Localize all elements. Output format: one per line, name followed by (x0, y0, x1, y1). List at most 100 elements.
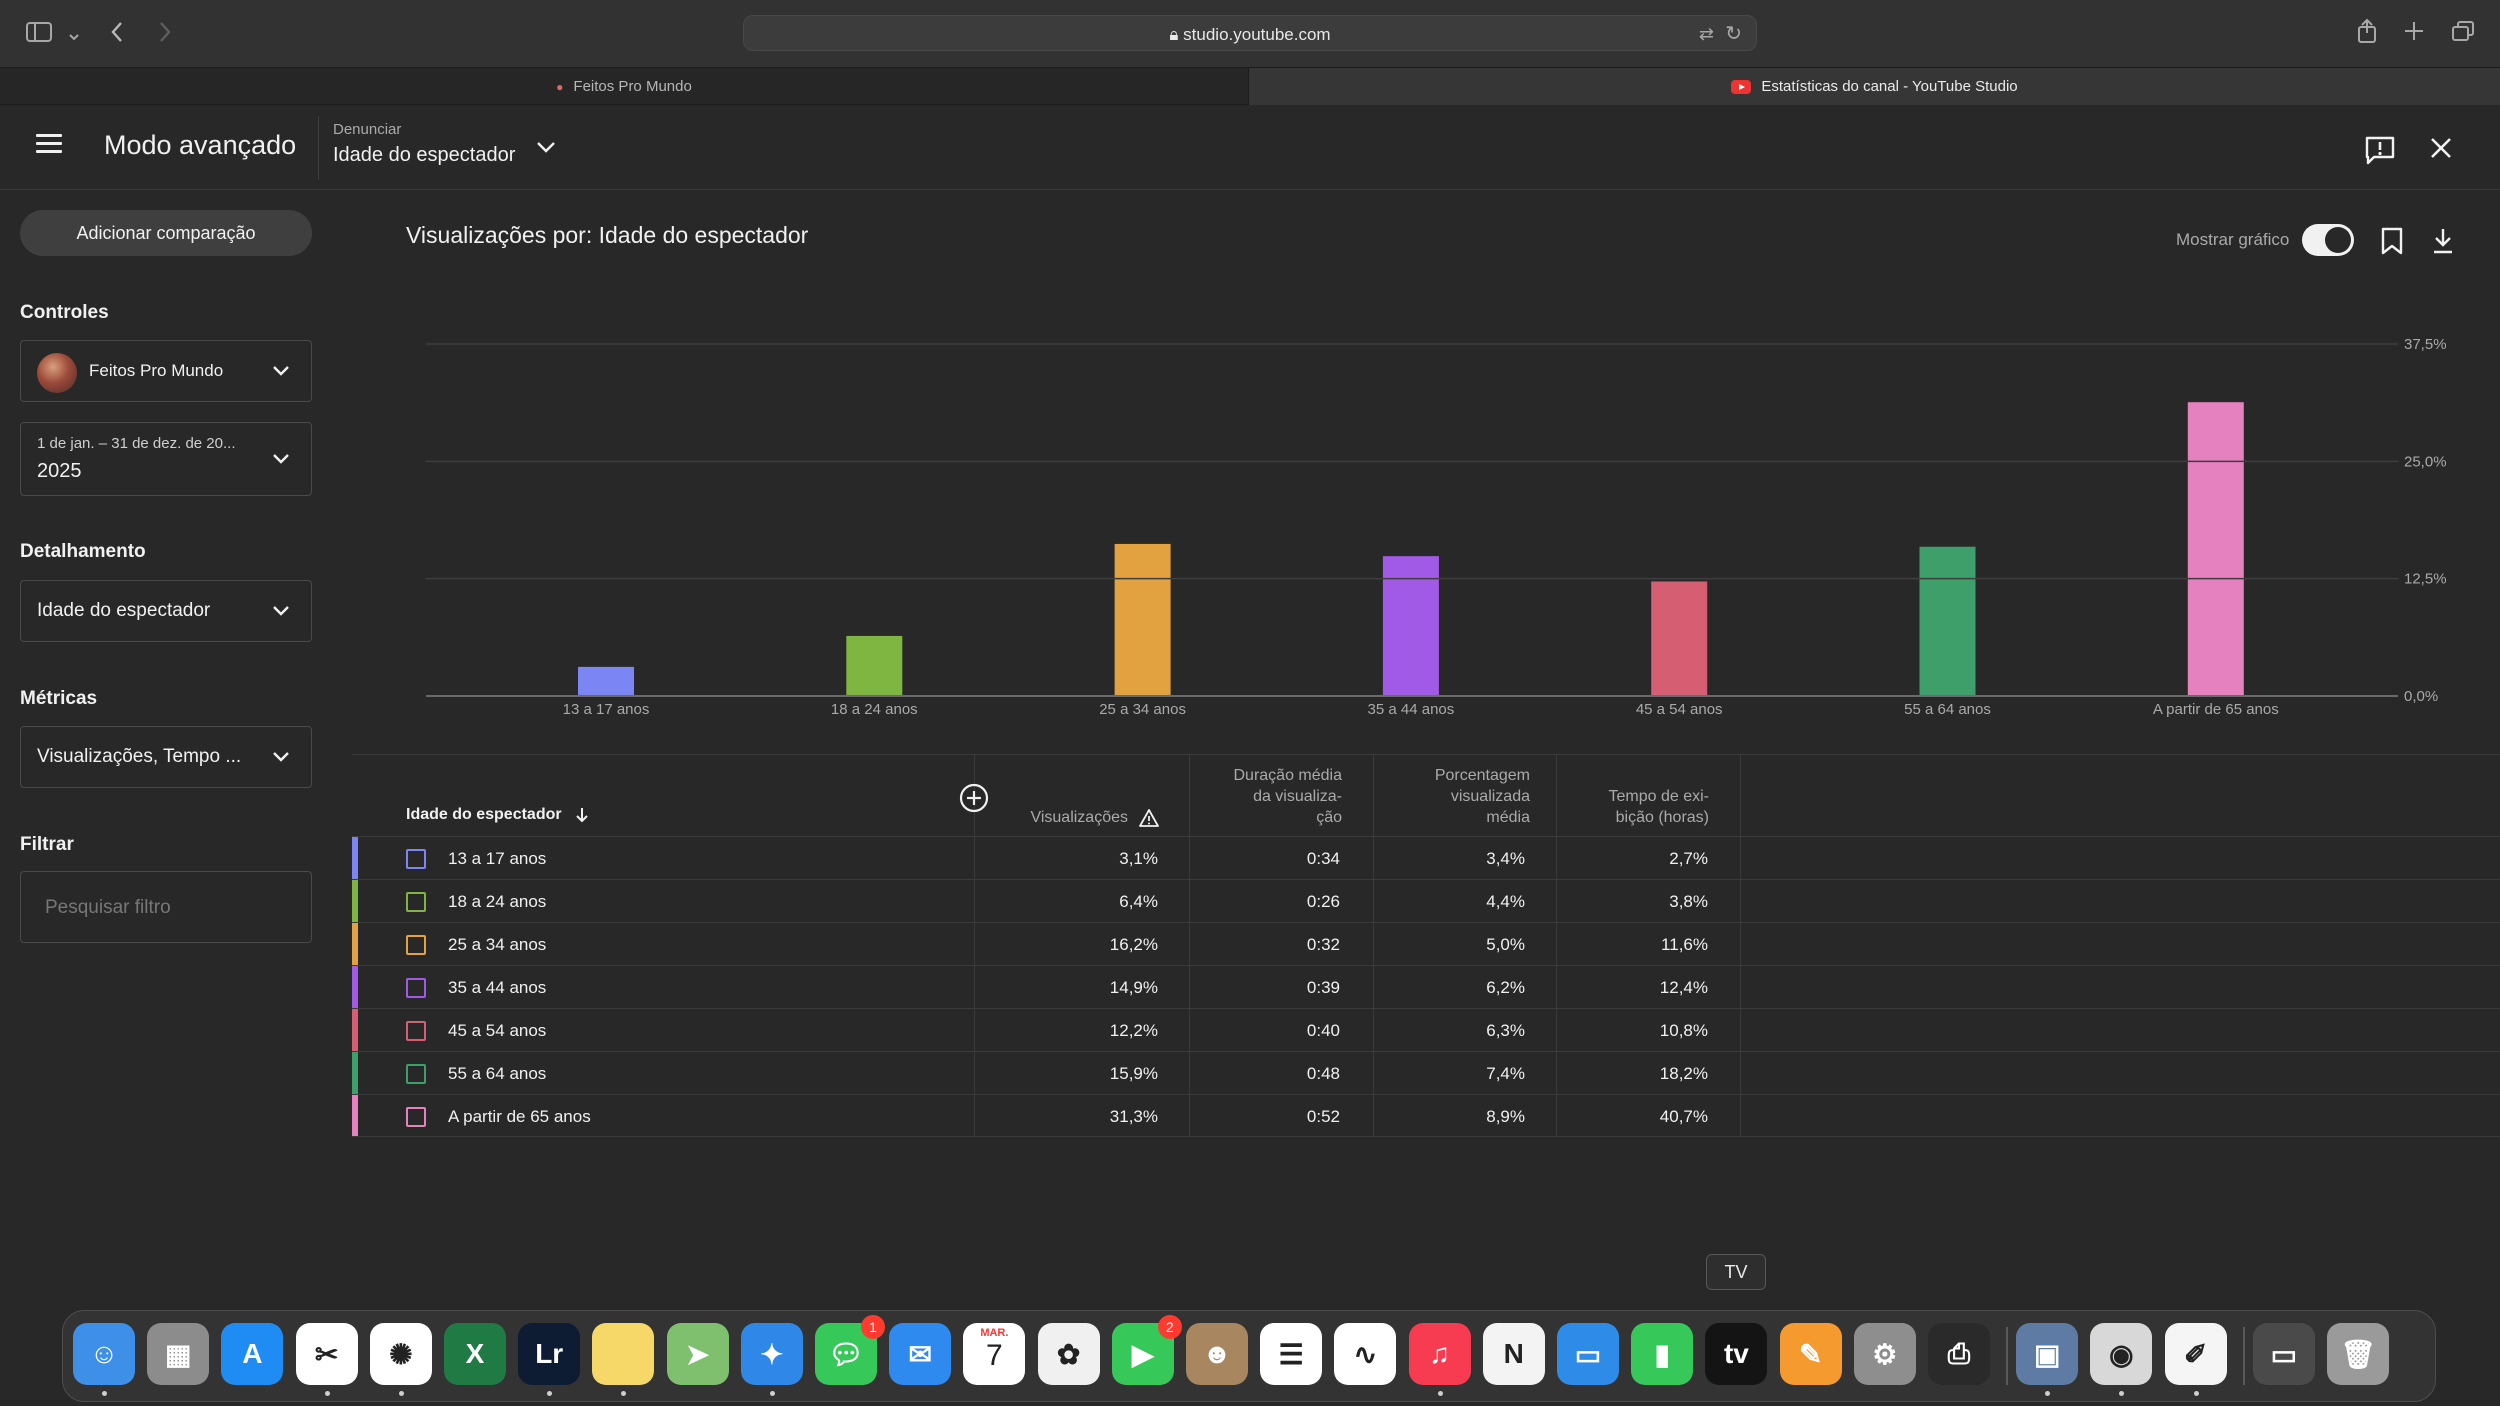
text-edit-icon[interactable]: ✐ (2164, 1323, 2227, 1385)
share-icon[interactable] (2356, 18, 2378, 48)
dock-separator (2006, 1327, 2009, 1385)
bookmark-icon[interactable] (2380, 226, 2404, 261)
row-checkbox[interactable] (406, 892, 426, 912)
cell-watch: 40,7% (1659, 1107, 1708, 1126)
system-settings-icon[interactable]: ⚙ (1853, 1323, 1916, 1385)
excel-icon[interactable]: X (444, 1323, 506, 1385)
row-checkbox[interactable] (406, 978, 426, 998)
finder-icon[interactable]: ☺ (73, 1323, 135, 1385)
messages-icon[interactable]: 💬︎ 1 (815, 1315, 885, 1385)
freeform-icon[interactable]: ∿ (1334, 1323, 1397, 1385)
photos-icon[interactable]: ✿ (1037, 1323, 1100, 1385)
pages-icon[interactable]: ✎ (1779, 1323, 1842, 1385)
row-color-stripe (352, 923, 358, 965)
address-bar[interactable]: 🔒︎ studio.youtube.com ⇄ ↻ (743, 15, 1757, 51)
tab-youtube-studio[interactable]: Estatísticas do canal - YouTube Studio (1248, 68, 2500, 105)
table-row[interactable]: 25 a 34 anos 16,2% 0:32 5,0% 11,6% (352, 922, 2500, 965)
cell-views: 31,3% (1109, 1107, 1158, 1126)
breakdown-selector[interactable]: Idade do espectador (20, 580, 312, 642)
facetime-icon[interactable]: ▶ 2 (1111, 1315, 1182, 1385)
table-row[interactable]: 35 a 44 anos 14,9% 0:39 6,2% 12,4% (352, 965, 2500, 1008)
views-column-header[interactable]: Visualizações (990, 754, 1160, 836)
watch-time-column-header[interactable]: Tempo de exi- bição (horas) (1608, 788, 1710, 826)
keynote-icon[interactable]: ▭ (1557, 1323, 1619, 1385)
screen-sharing-icon[interactable]: ▭ (2252, 1323, 2315, 1385)
page-title: Modo avançado (104, 130, 297, 160)
tab-overview-icon[interactable] (2451, 20, 2475, 46)
chevron-down-icon (273, 454, 289, 464)
reload-icon[interactable]: ↻ (1725, 23, 1742, 45)
breakdown-label: Detalhamento (20, 541, 146, 562)
numbers-icon[interactable]: ▮ (1631, 1323, 1694, 1385)
launchpad-icon[interactable]: ▦ (147, 1323, 210, 1385)
preview-icon[interactable]: ▣ (2016, 1323, 2079, 1385)
chevron-down-icon[interactable] (535, 140, 557, 159)
app-store-icon[interactable]: A (221, 1323, 284, 1385)
row-checkbox[interactable] (406, 1107, 426, 1127)
show-chart-toggle[interactable] (2302, 224, 2354, 256)
table-row[interactable]: A partir de 65 anos 31,3% 0:52 8,9% 40,7% (352, 1094, 2500, 1137)
chart-bar (578, 666, 634, 696)
mail-icon[interactable]: ✉ (889, 1323, 952, 1385)
table-row[interactable]: 18 a 24 anos 6,4% 0:26 4,4% 3,8% (352, 879, 2500, 922)
dock-separator (2242, 1327, 2245, 1385)
running-indicator (398, 1391, 404, 1396)
contacts-icon[interactable]: ☻ (1186, 1323, 1248, 1385)
cell-duration: 0:48 (1306, 1064, 1340, 1083)
forward-icon[interactable] (158, 20, 172, 48)
table-row[interactable]: 55 a 64 anos 15,9% 0:48 7,4% 18,2% (352, 1051, 2500, 1094)
reminders-icon[interactable]: ☰ (1260, 1323, 1323, 1385)
table-row[interactable]: 45 a 54 anos 12,2% 0:40 6,3% 10,8% (352, 1008, 2500, 1051)
browser-toolbar: 🔒︎ studio.youtube.com ⇄ ↻ (0, 0, 2500, 67)
capcut-icon[interactable]: ✂ (295, 1323, 358, 1385)
lightroom-icon[interactable]: Lr (518, 1323, 581, 1385)
date-range-selector[interactable]: 1 de jan. – 31 de dez. de 20... 2025 (20, 422, 312, 496)
feedback-icon[interactable] (2364, 135, 2396, 170)
close-icon[interactable] (2428, 135, 2454, 166)
tab-feitos-pro-mundo[interactable]: ● Feitos Pro Mundo (556, 78, 692, 95)
report-selector[interactable]: Idade do espectador (333, 144, 516, 166)
calendar-month: MAR. (980, 1327, 1009, 1339)
cell-watch: 2,7% (1669, 849, 1708, 868)
back-icon[interactable] (110, 20, 124, 48)
music-icon[interactable]: ♫ (1408, 1323, 1471, 1385)
safari-icon[interactable]: ✦ (740, 1323, 803, 1385)
table-row[interactable]: 13 a 17 anos 3,1% 0:34 3,4% 2,7% (352, 836, 2500, 879)
chart-bar (2187, 402, 2244, 696)
new-tab-icon[interactable] (2403, 20, 2425, 46)
download-icon[interactable] (2430, 226, 2456, 261)
add-comparison-button[interactable]: Adicionar comparação (20, 210, 312, 256)
row-checkbox[interactable] (406, 1064, 426, 1084)
trash-icon[interactable]: 🗑︎ (2327, 1323, 2389, 1385)
calendar-icon[interactable]: MAR. 7 (963, 1323, 1026, 1385)
avg-percent-column-header[interactable]: Porcentagem visualizada média (1434, 767, 1530, 826)
apple-tv-icon[interactable]: tv (1705, 1323, 1768, 1385)
chevron-down-icon[interactable] (68, 24, 80, 46)
add-metric-icon[interactable] (959, 783, 989, 818)
news-icon[interactable]: N (1482, 1323, 1545, 1385)
channel-name: Feitos Pro Mundo (89, 361, 224, 380)
row-checkbox[interactable] (406, 849, 426, 869)
row-label: 13 a 17 anos (448, 849, 547, 868)
printer-icon[interactable]: ⎙ (1928, 1323, 1990, 1385)
notes-icon[interactable] (592, 1323, 655, 1385)
chatgpt-icon[interactable]: ✺ (369, 1323, 432, 1385)
x-tick-label: 55 a 64 anos (1904, 701, 1991, 718)
running-indicator (2119, 1391, 2125, 1396)
running-indicator (324, 1391, 330, 1396)
row-checkbox[interactable] (406, 935, 426, 955)
row-checkbox[interactable] (406, 1021, 426, 1041)
menu-icon[interactable] (36, 134, 62, 154)
cell-percent: 6,2% (1486, 978, 1525, 997)
filter-search-input[interactable]: Pesquisar filtro (20, 871, 312, 943)
disk-utility-icon[interactable]: ◉ (2090, 1323, 2153, 1385)
age-column-header[interactable]: Idade do espectador (406, 806, 590, 824)
x-tick-label: 35 a 44 anos (1368, 701, 1455, 718)
channel-selector[interactable]: Feitos Pro Mundo (20, 340, 312, 402)
sidebar-toggle-icon[interactable] (26, 22, 52, 46)
show-chart-label: Mostrar gráfico (2176, 230, 2290, 249)
maps-icon[interactable]: ➤ (666, 1323, 729, 1385)
avg-duration-column-header[interactable]: Duração média da visualiza- ção (1233, 767, 1343, 826)
translate-icon[interactable]: ⇄ (1698, 24, 1714, 44)
metrics-selector[interactable]: Visualizações, Tempo ... (20, 726, 312, 788)
